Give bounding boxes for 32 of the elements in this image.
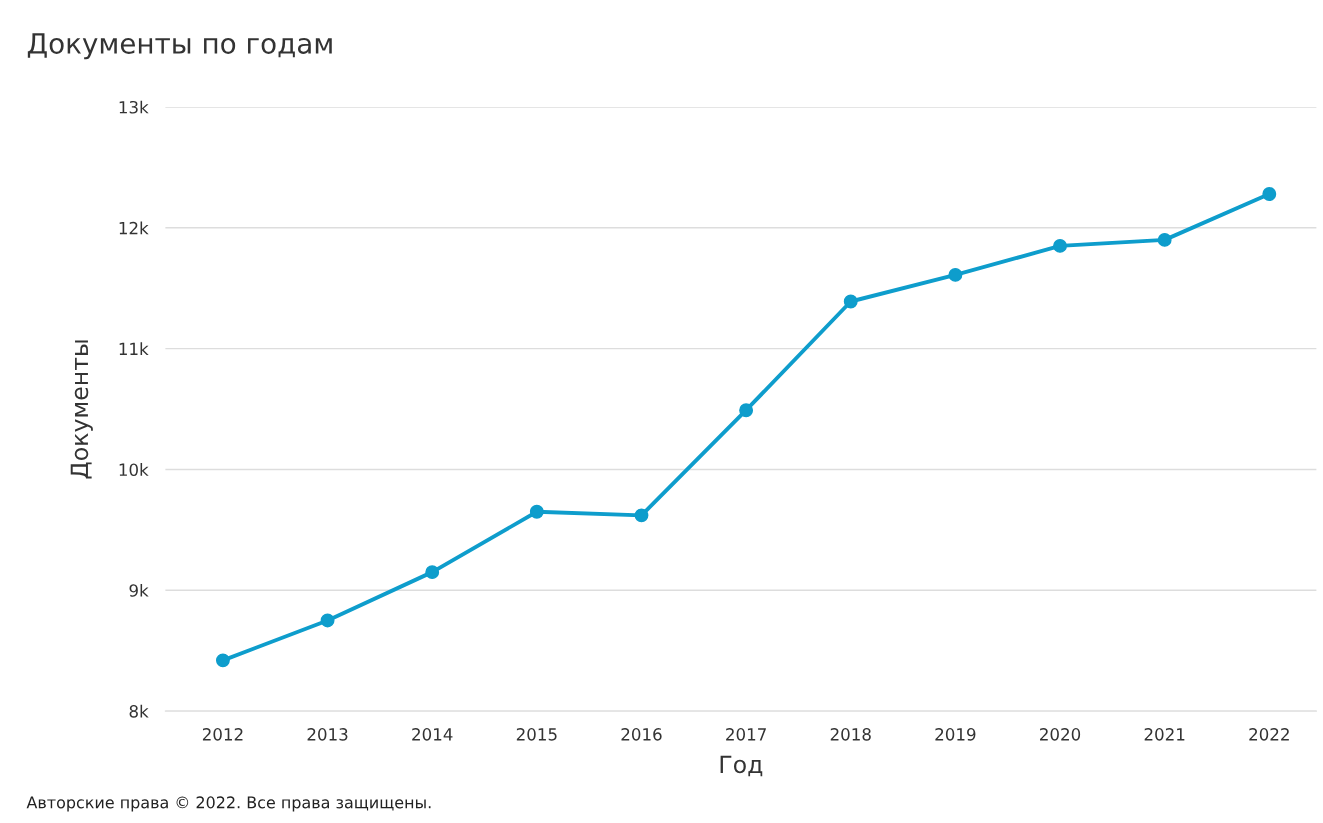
x-tick-label: 2017 xyxy=(726,728,766,741)
point xyxy=(948,267,963,282)
y-tick-label: 12k xyxy=(119,221,149,235)
text: Авторские права © 2022. Все права защищены. xyxy=(26,796,431,812)
y-tick-label: 10k xyxy=(119,463,149,477)
x-tick-label: 2018 xyxy=(830,728,871,741)
y-tick-label: 13k xyxy=(119,100,149,114)
point xyxy=(739,403,754,418)
x-tick-label: 2014 xyxy=(412,728,453,741)
point xyxy=(843,294,858,309)
x-tick-label: 2016 xyxy=(621,728,662,741)
x-axis-title: Год xyxy=(720,755,763,777)
y-axis-title: Документы xyxy=(70,340,93,479)
point xyxy=(425,565,440,580)
point xyxy=(320,613,335,628)
point xyxy=(634,508,649,523)
point xyxy=(529,504,544,519)
y-tick-label: 11k xyxy=(119,342,149,355)
x-tick-label: 2012 xyxy=(202,728,243,741)
x-tick-label: 2020 xyxy=(1040,728,1081,741)
point xyxy=(1157,232,1172,247)
x-tick-label: 2013 xyxy=(307,728,348,741)
x-tick-label: 2022 xyxy=(1249,728,1289,741)
chart-title: Документы по годам xyxy=(27,33,332,60)
point xyxy=(1053,238,1067,253)
point xyxy=(215,653,230,668)
x-tick-label: 2021 xyxy=(1144,728,1185,741)
point xyxy=(1262,187,1277,201)
y-tick-label: 8k xyxy=(129,704,149,718)
x-tick-label: 2015 xyxy=(516,728,557,741)
x-tick-label: 2019 xyxy=(935,728,976,741)
y-tick-label: 9k xyxy=(129,583,149,597)
